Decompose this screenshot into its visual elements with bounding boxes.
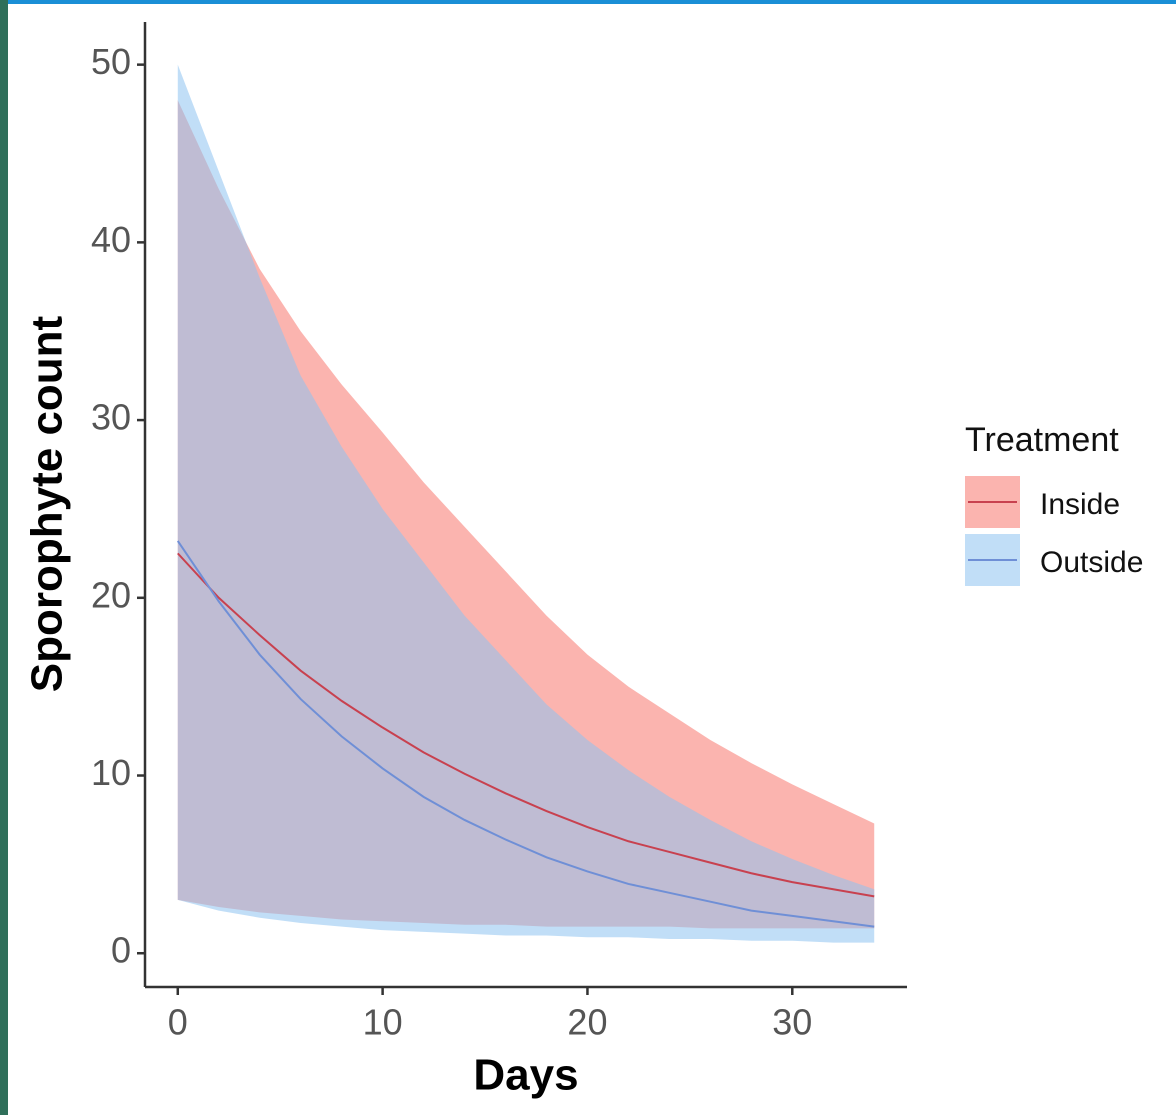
y-tick-label: 20 <box>91 574 131 615</box>
y-tick-label: 30 <box>91 397 131 438</box>
y-tick-label: 40 <box>91 219 131 260</box>
left-border <box>0 0 8 1115</box>
line <box>176 540 875 928</box>
y-tick-label: 50 <box>91 41 131 82</box>
top-border <box>0 0 1176 4</box>
x-tick-label: 10 <box>363 1002 403 1043</box>
legend-title: Treatment <box>965 421 1119 459</box>
y-axis-title: Sporophyte count <box>23 315 72 692</box>
legend-label: Inside <box>1040 488 1120 521</box>
y-tick-label: 10 <box>91 752 131 793</box>
line <box>177 552 875 898</box>
x-tick-label: 0 <box>168 1002 188 1043</box>
legend-label: Outside <box>1040 546 1143 579</box>
x-tick-label: 30 <box>772 1002 812 1043</box>
y-tick-label: 0 <box>111 930 131 971</box>
confidence-band <box>177 64 875 943</box>
x-tick-label: 20 <box>567 1002 607 1043</box>
x-axis-title: Days <box>473 1051 578 1100</box>
